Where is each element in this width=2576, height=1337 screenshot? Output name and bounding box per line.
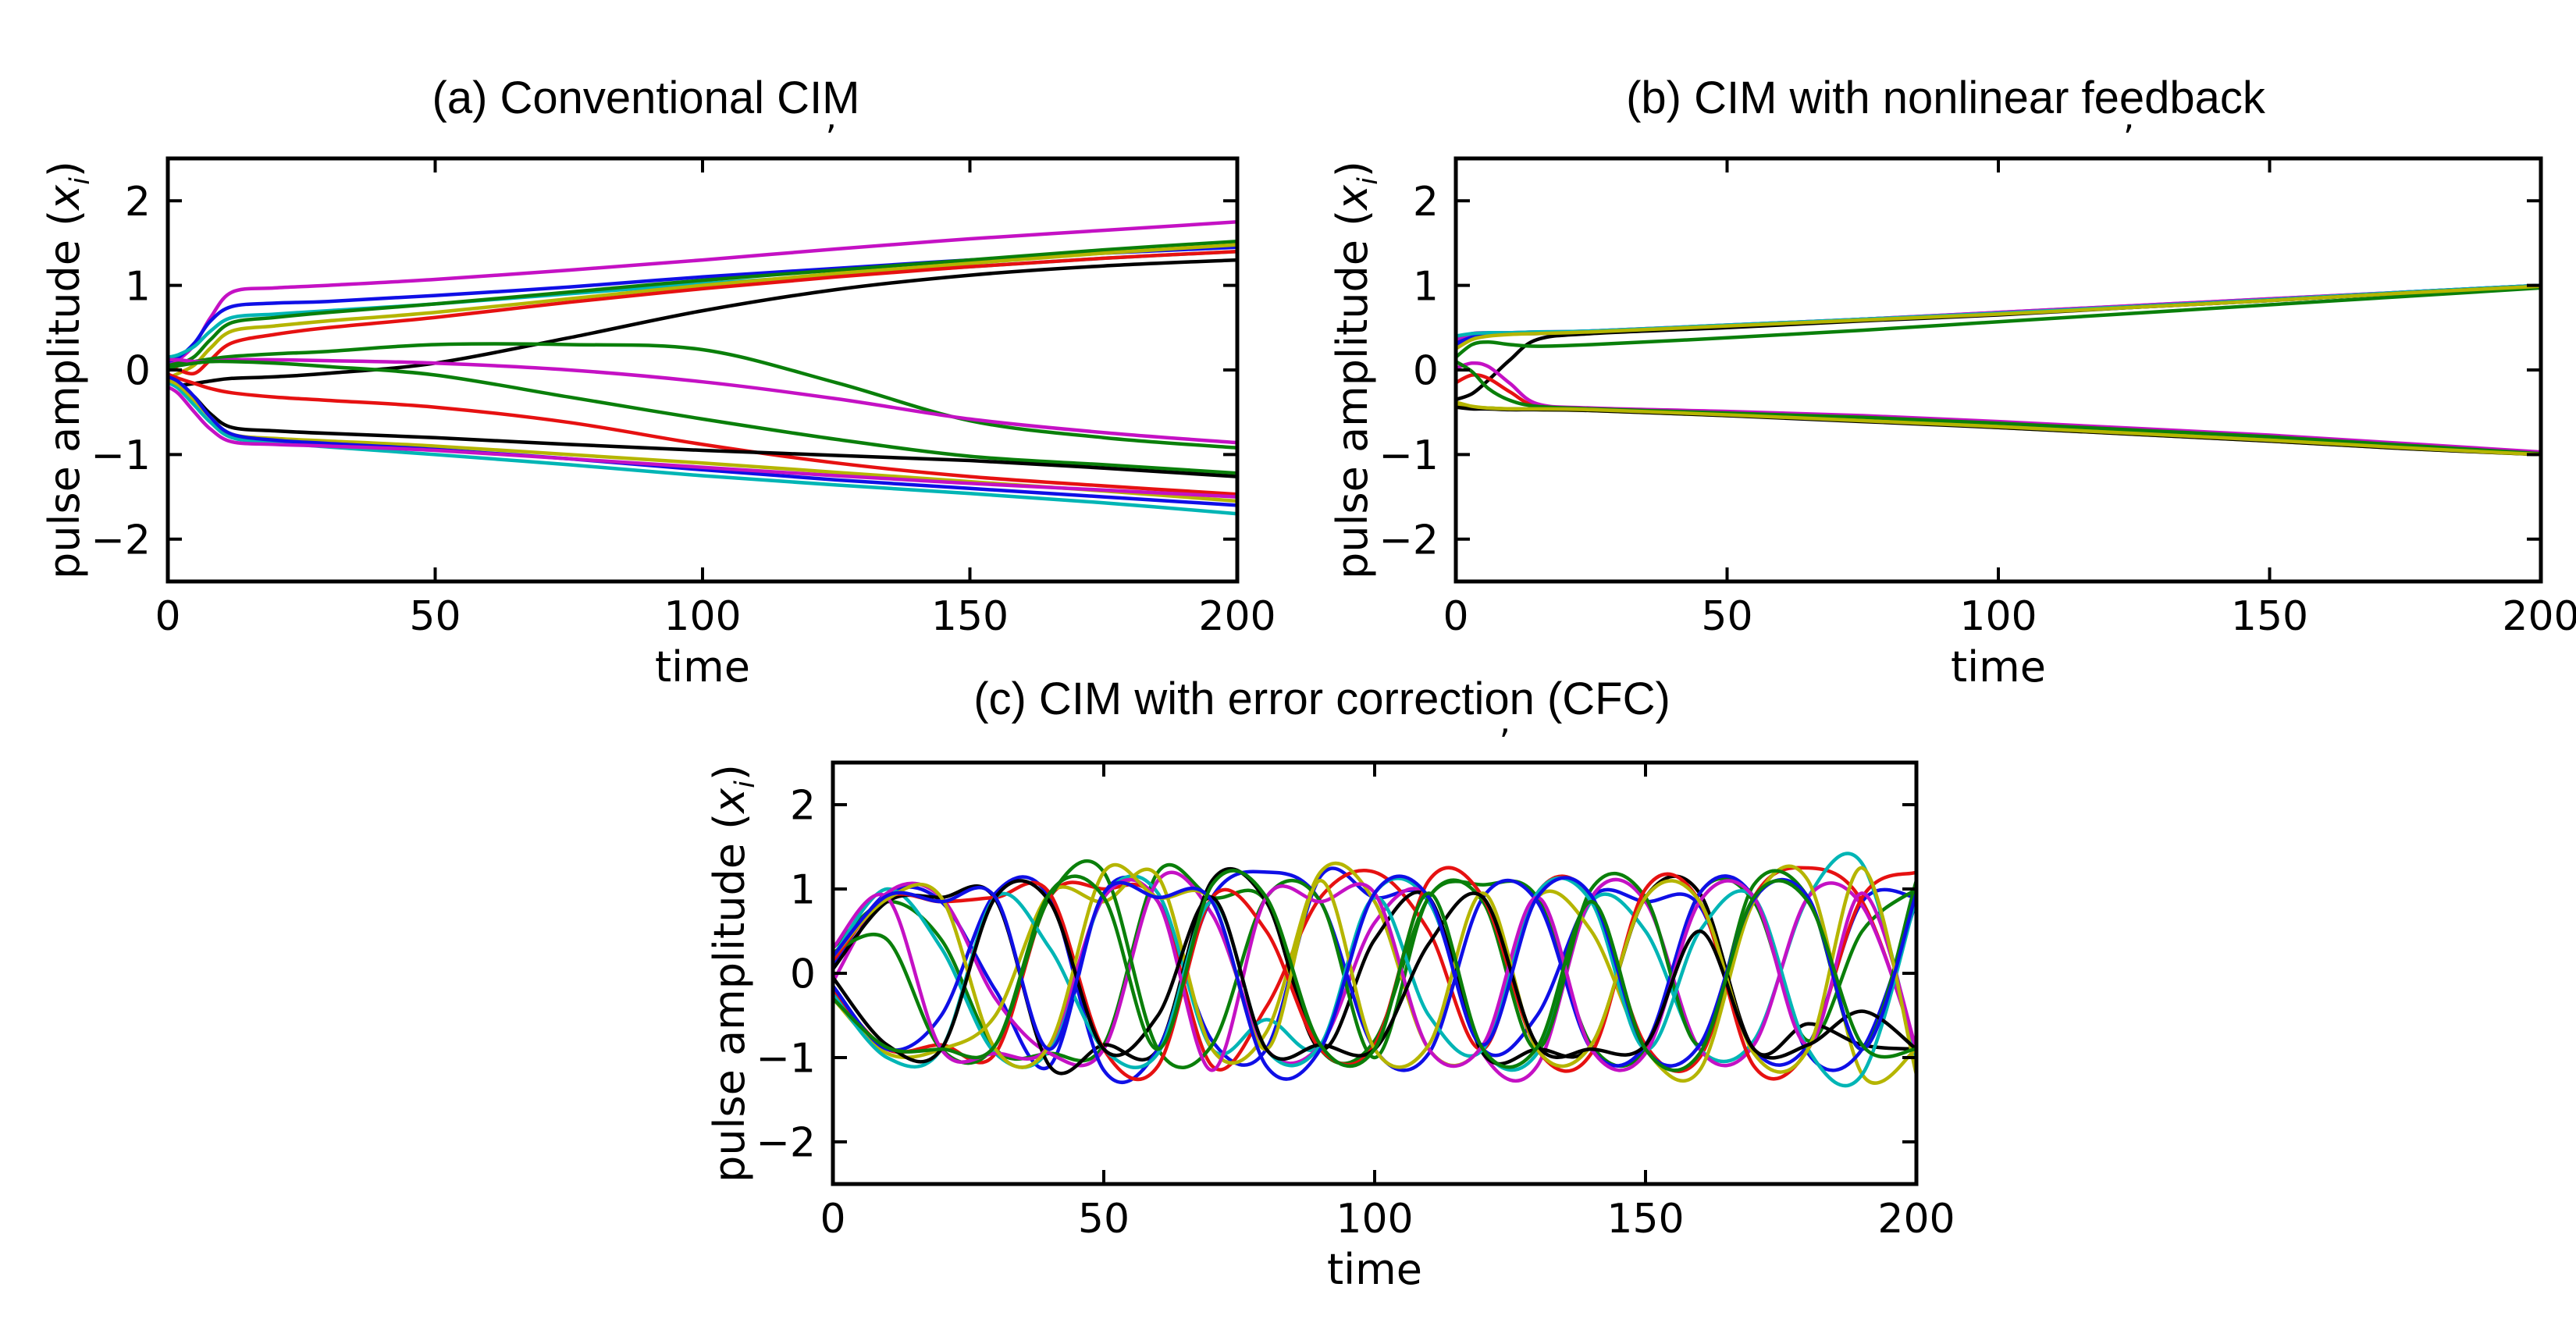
x-axis-label: time [655, 642, 750, 692]
x-tick-label: 200 [1198, 593, 1276, 640]
x-tick-label: 100 [664, 593, 741, 640]
series-group [1456, 283, 2541, 457]
x-tick-label: 50 [1701, 593, 1752, 640]
x-axis-label: time [1327, 1245, 1422, 1294]
x-tick-label: 200 [2502, 593, 2576, 640]
series-line-x2 [168, 245, 1237, 364]
panel-b-plot: 0 50 100 150 200 2 1 0 −1 −2 time pulse amplitude (… [1328, 117, 2576, 692]
series-line-x12 [833, 877, 1916, 1072]
series-line-x16 [833, 869, 1916, 1072]
series-line-x11 [168, 372, 1237, 496]
x-axis-label: time [1951, 642, 2046, 692]
y-tick-label: 0 [1413, 348, 1439, 395]
y-axis-label: pulse amplitude (xi) [705, 764, 761, 1182]
series-line-x8 [1456, 286, 2541, 359]
series-line-x16 [1456, 400, 2541, 457]
x-tick-label: 50 [409, 593, 461, 640]
x-tick-label: 0 [820, 1196, 845, 1243]
y-axis-label: pulse amplitude (xi) [40, 161, 96, 579]
series-line-x10 [168, 359, 1237, 475]
series-line-x5 [168, 243, 1237, 381]
y-tick-label: −2 [91, 517, 151, 564]
panel-a-plot: 0 50 100 150 200 2 1 0 −1 −2 time pulse amplitude (… [40, 117, 1276, 692]
x-tick-label: 150 [1606, 1196, 1684, 1243]
y-tick-label: 1 [1413, 263, 1439, 310]
x-tick-label: 200 [1877, 1196, 1955, 1243]
axes-frame [165, 156, 1240, 584]
x-tick-label: 50 [1078, 1196, 1130, 1243]
x-tick-label: 150 [931, 593, 1009, 640]
panel-c-plot: 0 50 100 150 200 2 1 0 −1 −2 time pulse amplitude (… [705, 721, 1955, 1294]
axes-frame [831, 760, 1919, 1186]
y-tick-label: 0 [125, 348, 151, 395]
panel-a-title: (a) Conventional CIM [432, 73, 860, 123]
y-tick-label: −1 [91, 432, 151, 479]
title-artifact-mark: ’ [825, 117, 837, 159]
axes-frame [1453, 156, 2543, 584]
series-line-x7 [168, 258, 1237, 387]
x-tick-label: 0 [1443, 593, 1468, 640]
y-tick-label: −1 [1379, 432, 1439, 479]
series-line-x4 [168, 239, 1237, 372]
x-tick-label: 100 [1959, 593, 2037, 640]
series-group [168, 220, 1237, 516]
series-line-x1 [168, 220, 1237, 368]
series-line-x11 [1456, 361, 2541, 454]
panel-b-title: (b) CIM with nonlinear feedback [1626, 73, 2265, 123]
y-tick-label: −1 [756, 1036, 816, 1083]
x-tick-label: 100 [1336, 1196, 1413, 1243]
series-line-x9 [1456, 284, 2541, 351]
y-tick-label: −2 [1379, 517, 1439, 564]
series-group [833, 852, 1916, 1088]
series-line-x13 [168, 381, 1237, 516]
y-tick-label: 2 [125, 179, 151, 226]
panel-c-title: (c) CIM with error correction (CFC) [973, 674, 1670, 724]
y-tick-label: 2 [1413, 179, 1439, 226]
title-artifact-mark: ’ [1499, 721, 1510, 763]
y-tick-label: 1 [125, 263, 151, 310]
x-tick-label: 0 [155, 593, 180, 640]
series-line-x8 [168, 342, 1237, 450]
series-line-x12 [1456, 359, 2541, 456]
series-line-x5 [833, 870, 1916, 1083]
series-line-x13 [833, 863, 1916, 1076]
title-artifact-mark: ’ [2122, 117, 2134, 159]
x-tick-label: 150 [2231, 593, 2308, 640]
y-tick-label: 0 [790, 951, 816, 998]
y-tick-label: 2 [790, 783, 816, 830]
series-line-x12 [168, 376, 1237, 478]
y-axis-label: pulse amplitude (xi) [1328, 161, 1384, 579]
series-line-x16 [168, 385, 1237, 499]
series-line-x14 [833, 879, 1916, 1064]
y-tick-label: −2 [756, 1120, 816, 1167]
y-tick-label: 1 [790, 867, 816, 914]
